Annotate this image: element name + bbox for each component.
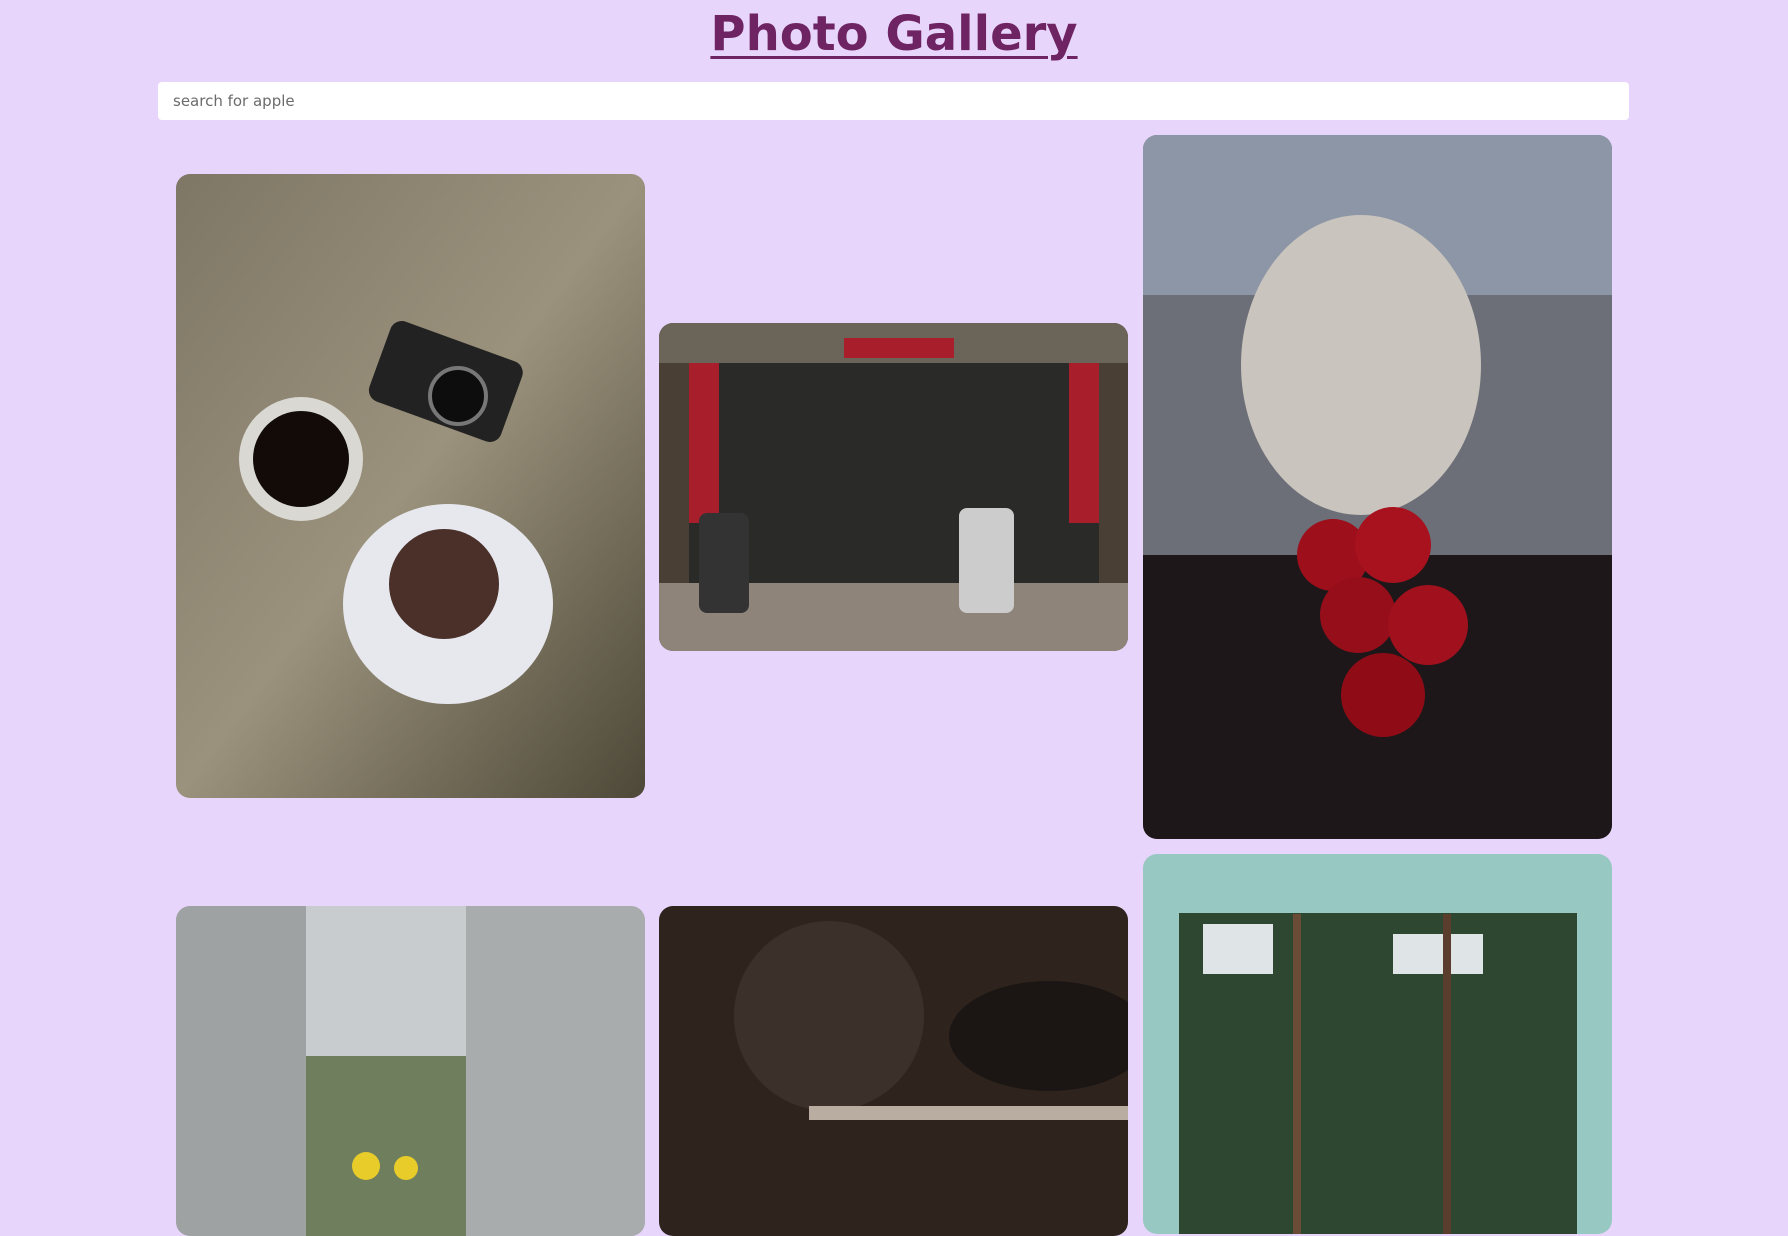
photo-art [1143, 135, 1612, 839]
photo-art [1143, 854, 1612, 1234]
photo-window[interactable] [176, 906, 645, 1236]
page-title: Photo Gallery [710, 6, 1078, 62]
photo-art [659, 323, 1128, 651]
photo-roses[interactable] [1143, 135, 1612, 839]
photo-hats[interactable] [659, 906, 1128, 1236]
search-input[interactable] [158, 82, 1629, 120]
photo-coffee[interactable] [176, 174, 645, 798]
photo-art [659, 906, 1128, 1236]
photo-art [176, 906, 645, 1236]
photo-art [176, 174, 645, 798]
photo-shop[interactable] [659, 323, 1128, 651]
photo-trees[interactable] [1143, 854, 1612, 1234]
page: Photo Gallery (() => { const data = JSON… [158, 6, 1629, 1236]
